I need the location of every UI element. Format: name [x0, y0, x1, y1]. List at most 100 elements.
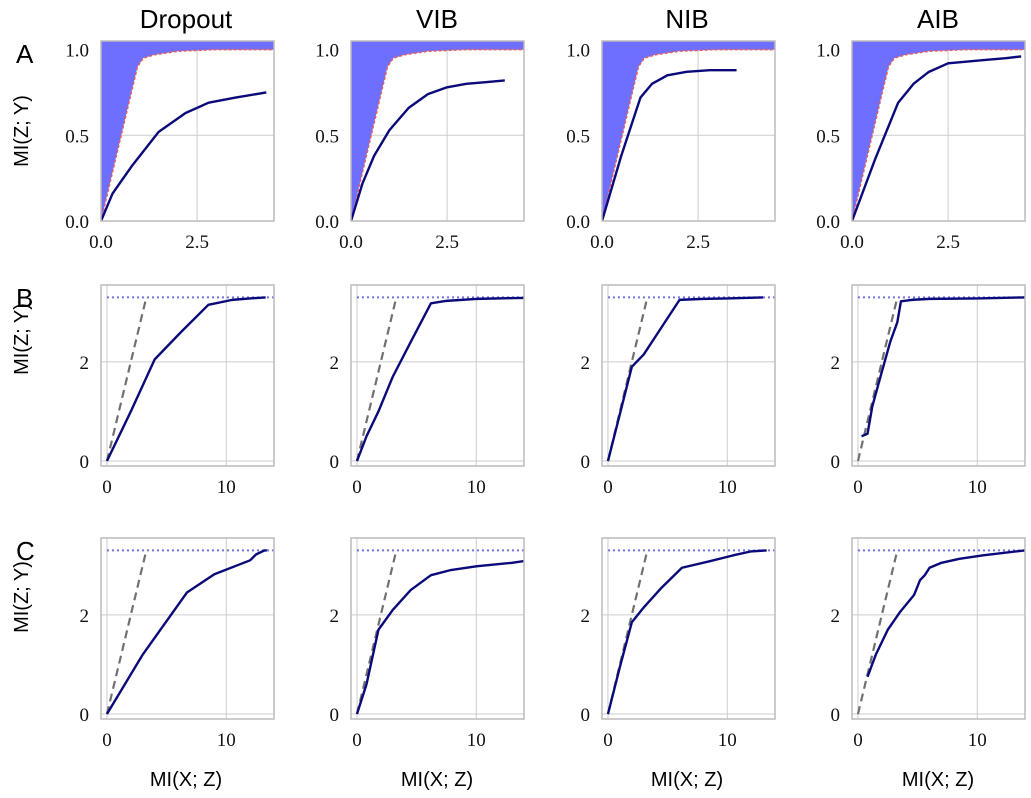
x-tick-label: 0	[102, 730, 112, 751]
subplot-grid: 0.0 2.50.00.51.00.0 2.50.00.51.00.0 2.50.00…	[65, 40, 1026, 751]
y-tick-label: 2	[831, 353, 841, 374]
y-tick-label: 2	[581, 606, 591, 627]
x-tick-label: 0.0	[590, 232, 614, 253]
plot-frame	[601, 40, 776, 222]
plot-frame	[851, 40, 1026, 222]
infeasible-region	[602, 41, 775, 221]
plot-frame	[350, 40, 525, 222]
bound-curve	[602, 48, 775, 221]
infeasible-region	[101, 41, 274, 221]
plot-frame	[100, 537, 275, 720]
x-tick-label: 0.0	[89, 232, 113, 253]
bound-curve	[101, 48, 274, 221]
y-tick-label: 0.5	[566, 126, 590, 147]
x-axis-labels: MI(X; Z) MI(X; Z) MI(X; Z) MI(X; Z)	[150, 769, 974, 791]
row-label-a: A	[16, 39, 34, 69]
x-tick-label: 10	[467, 477, 486, 498]
series-line-nib	[606, 296, 764, 462]
plot-frame	[851, 284, 1026, 467]
series-line-aib	[861, 296, 1025, 438]
x-axis-label-nib: MI(X; Z)	[651, 769, 723, 791]
identity-line	[105, 550, 148, 715]
y-tick-label: 1.0	[566, 41, 590, 62]
y-axis-label-row-b: MI(Z; Y)	[11, 303, 33, 375]
plot-frame	[350, 284, 525, 467]
plot-frame	[350, 537, 525, 720]
subplot-a-vib: 0.0 2.5 0.0 0.5 1.0	[315, 40, 525, 253]
x-tick-label: 2.5	[686, 232, 710, 253]
y-tick-label: 0	[581, 705, 591, 726]
y-tick-label: 0	[330, 452, 340, 473]
x-axis-label-aib: MI(X; Z)	[902, 769, 974, 791]
y-tick-label: 0.0	[65, 212, 89, 233]
x-tick-label: 0	[352, 730, 362, 751]
series-line-aib	[866, 549, 1025, 678]
y-axis-label-row-c: MI(Z; Y)	[11, 561, 33, 633]
y-tick-label: 0	[330, 705, 340, 726]
bound-curve	[852, 48, 1025, 221]
y-tick-label: 0	[581, 452, 591, 473]
row-label-c: C	[16, 536, 35, 566]
x-tick-label: 2.5	[185, 232, 209, 253]
x-tick-label: 2.5	[936, 232, 960, 253]
y-tick-label: 0.0	[816, 212, 840, 233]
bound-curve	[351, 48, 524, 221]
y-tick-label: 0	[831, 705, 841, 726]
y-axis-labels: MI(Z; Y) MI(Z; Y) MI(Z; Y)	[11, 95, 33, 633]
y-tick-label: 1.0	[816, 41, 840, 62]
subplot-c-aib: 0 10 0 2	[831, 537, 1026, 751]
series-line-vib	[355, 559, 524, 715]
column-title-vib: VIB	[416, 4, 458, 34]
x-tick-label: 10	[968, 477, 987, 498]
series-line-dropout	[105, 296, 266, 462]
y-axis-label-row-a: MI(Z; Y)	[11, 95, 33, 167]
x-tick-label: 0.0	[840, 232, 864, 253]
x-tick-label: 10	[217, 730, 236, 751]
subplot-a-dropout: 0.0 2.5 0.0 0.5 1.0	[65, 40, 275, 253]
subplot-a-aib: 0.0 2.5 0.0 0.5 1.0	[816, 40, 1026, 253]
x-tick-label: 0	[603, 477, 613, 498]
subplot-a-nib: 0.0 2.5 0.0 0.5 1.0	[566, 40, 776, 253]
column-titles: Dropout VIB NIB AIB	[140, 4, 959, 34]
row-labels: A B C	[16, 39, 35, 566]
y-tick-label: 2	[831, 606, 841, 627]
plot-frame	[601, 284, 776, 467]
identity-line	[856, 550, 899, 715]
y-tick-label: 2	[80, 353, 90, 374]
y-tick-label: 1.0	[65, 41, 89, 62]
y-tick-label: 0.0	[315, 212, 339, 233]
y-tick-label: 0	[831, 452, 841, 473]
y-tick-label: 2	[330, 353, 340, 374]
y-tick-label: 0	[80, 705, 90, 726]
subplot-b-dropout: 0 10 0 2	[80, 284, 275, 498]
column-title-dropout: Dropout	[140, 4, 233, 34]
subplot-c-dropout: 0 10 0 2	[80, 537, 275, 751]
x-tick-label: 10	[217, 477, 236, 498]
y-tick-label: 0.5	[315, 126, 339, 147]
x-axis-label-dropout: MI(X; Z)	[150, 769, 222, 791]
y-tick-label: 2	[330, 606, 340, 627]
subplot-b-vib: 0 10 0 2	[330, 284, 525, 498]
column-title-nib: NIB	[665, 4, 708, 34]
y-tick-label: 0.0	[566, 212, 590, 233]
plot-frame	[851, 537, 1026, 720]
plot-frame	[601, 537, 776, 720]
subplot-c-vib: 0 10 0 2	[330, 537, 525, 751]
x-tick-label: 0	[853, 477, 863, 498]
subplot-c-nib: 0 10 0 2	[581, 537, 776, 751]
x-tick-label: 0	[853, 730, 863, 751]
x-tick-label: 10	[968, 730, 987, 751]
y-tick-label: 0.5	[65, 126, 89, 147]
x-axis-label-vib: MI(X; Z)	[401, 769, 473, 791]
y-tick-label: 0.5	[816, 126, 840, 147]
series-line-nib	[606, 549, 767, 715]
infeasible-region	[351, 41, 524, 221]
identity-line	[355, 297, 398, 462]
y-tick-label: 2	[80, 606, 90, 627]
series-line-vib	[351, 79, 505, 221]
x-tick-label: 0	[603, 730, 613, 751]
plot-frame	[100, 40, 275, 222]
infeasible-region	[852, 41, 1025, 221]
x-tick-label: 2.5	[435, 232, 459, 253]
column-title-aib: AIB	[917, 4, 959, 34]
